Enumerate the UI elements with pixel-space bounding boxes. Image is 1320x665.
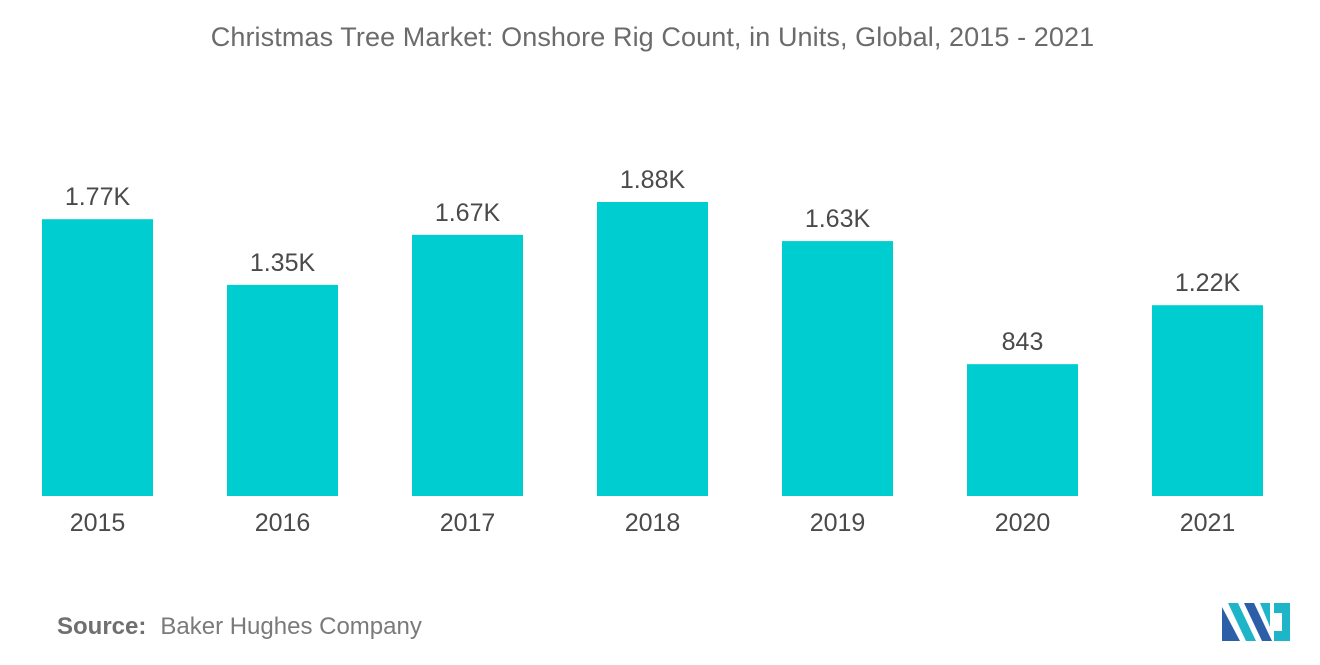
- x-tick-label-2019: 2019: [810, 509, 866, 537]
- bar-2016: [227, 284, 338, 496]
- data-label-2019: 1.63K: [805, 205, 871, 233]
- data-label-2020: 843: [1002, 328, 1044, 356]
- data-label-2018: 1.88K: [620, 166, 686, 194]
- x-tick-label-2016: 2016: [255, 509, 311, 537]
- bar-2020: [967, 364, 1078, 496]
- bar-2019: [782, 241, 893, 496]
- x-tick-label-2017: 2017: [440, 509, 496, 537]
- chart-title: Christmas Tree Market: Onshore Rig Count…: [210, 22, 1095, 52]
- bar-2021: [1152, 305, 1263, 496]
- data-label-2017: 1.67K: [435, 199, 501, 227]
- data-label-2015: 1.77K: [65, 183, 131, 211]
- x-tick-label-2020: 2020: [995, 509, 1051, 537]
- source-label: Source:: [57, 613, 147, 640]
- x-tick-label-2021: 2021: [1180, 509, 1236, 537]
- bar-2015: [42, 219, 153, 496]
- source-text: Baker Hughes Company: [160, 613, 422, 640]
- bar-2018: [597, 202, 708, 496]
- source-note: Source: Baker Hughes Company: [57, 613, 422, 641]
- data-label-2016: 1.35K: [250, 249, 316, 277]
- data-label-2021: 1.22K: [1175, 269, 1241, 297]
- x-tick-label-2015: 2015: [70, 509, 126, 537]
- brand-logo-icon: [1222, 603, 1290, 641]
- bar-2017: [412, 234, 523, 496]
- x-tick-label-2018: 2018: [625, 509, 681, 537]
